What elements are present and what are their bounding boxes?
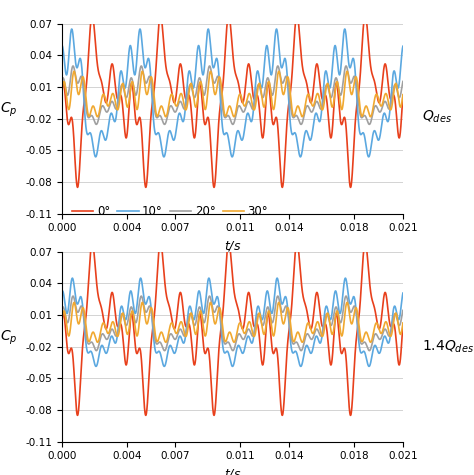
30° <box>393 311 399 317</box>
20° <box>162 348 167 353</box>
Line: 10°: 10° <box>62 29 403 157</box>
0° <box>190 350 195 356</box>
0° <box>118 93 124 98</box>
30° <box>163 114 169 120</box>
30° <box>357 101 363 107</box>
0° <box>357 306 363 312</box>
0° <box>226 12 231 18</box>
30° <box>205 321 210 327</box>
10° <box>59 43 64 49</box>
0° <box>280 412 285 418</box>
20° <box>190 89 195 95</box>
30° <box>139 68 145 74</box>
30° <box>205 92 210 97</box>
0° <box>190 122 195 128</box>
20° <box>357 108 363 114</box>
10° <box>357 346 363 352</box>
30° <box>98 329 103 334</box>
10° <box>118 305 124 311</box>
30° <box>59 92 64 97</box>
0° <box>204 346 210 352</box>
X-axis label: $t$/s: $t$/s <box>224 467 241 475</box>
10° <box>162 363 167 369</box>
20° <box>138 293 144 299</box>
20° <box>118 313 124 319</box>
10° <box>393 309 399 314</box>
10° <box>98 129 103 134</box>
Legend: 0°, 10°, 20°, 30°: 0°, 10°, 20°, 30° <box>67 200 273 223</box>
20° <box>98 107 103 113</box>
0° <box>59 93 64 98</box>
20° <box>400 78 406 84</box>
0° <box>348 184 354 190</box>
30° <box>118 89 124 95</box>
Line: 0°: 0° <box>62 15 403 187</box>
10° <box>400 43 406 49</box>
20° <box>393 314 399 320</box>
30° <box>393 81 399 87</box>
20° <box>366 122 372 127</box>
20° <box>190 318 196 324</box>
10° <box>342 26 347 32</box>
10° <box>206 276 212 281</box>
0° <box>357 79 363 85</box>
Line: 0°: 0° <box>62 242 403 415</box>
Text: $1.4Q_{des}$: $1.4Q_{des}$ <box>422 339 474 355</box>
10° <box>98 345 103 351</box>
0° <box>118 321 124 327</box>
10° <box>205 29 210 35</box>
10° <box>400 290 406 296</box>
20° <box>205 73 210 78</box>
10° <box>205 282 210 287</box>
30° <box>118 317 124 323</box>
30° <box>357 328 363 333</box>
0° <box>393 340 399 346</box>
10° <box>93 154 99 160</box>
20° <box>59 78 64 84</box>
0° <box>400 93 406 98</box>
20° <box>118 84 124 90</box>
20° <box>393 85 399 91</box>
30° <box>71 300 77 305</box>
Line: 20°: 20° <box>62 66 403 124</box>
0° <box>294 239 300 245</box>
0° <box>400 323 406 328</box>
Line: 30°: 30° <box>62 303 403 342</box>
Y-axis label: $C_p$: $C_p$ <box>0 328 17 347</box>
30° <box>190 87 196 93</box>
Line: 20°: 20° <box>62 296 403 351</box>
10° <box>357 129 363 135</box>
20° <box>59 307 64 313</box>
0° <box>59 323 64 328</box>
20° <box>98 335 103 341</box>
30° <box>400 92 406 97</box>
30° <box>190 315 195 321</box>
30° <box>400 320 406 326</box>
20° <box>205 301 210 307</box>
30° <box>59 320 64 326</box>
20° <box>400 307 406 313</box>
Line: 10°: 10° <box>62 278 403 366</box>
20° <box>138 63 144 69</box>
10° <box>393 79 399 85</box>
10° <box>118 68 124 74</box>
10° <box>59 290 64 296</box>
Y-axis label: $C_p$: $C_p$ <box>0 100 17 119</box>
10° <box>190 314 195 320</box>
0° <box>98 302 103 307</box>
X-axis label: $t$/s: $t$/s <box>224 239 241 253</box>
Text: $Q_{des}$: $Q_{des}$ <box>422 108 452 124</box>
30° <box>98 102 103 108</box>
0° <box>98 76 103 81</box>
0° <box>204 115 210 121</box>
0° <box>393 112 399 118</box>
20° <box>357 336 363 342</box>
10° <box>190 84 195 90</box>
Line: 30°: 30° <box>62 71 403 117</box>
30° <box>368 340 374 345</box>
